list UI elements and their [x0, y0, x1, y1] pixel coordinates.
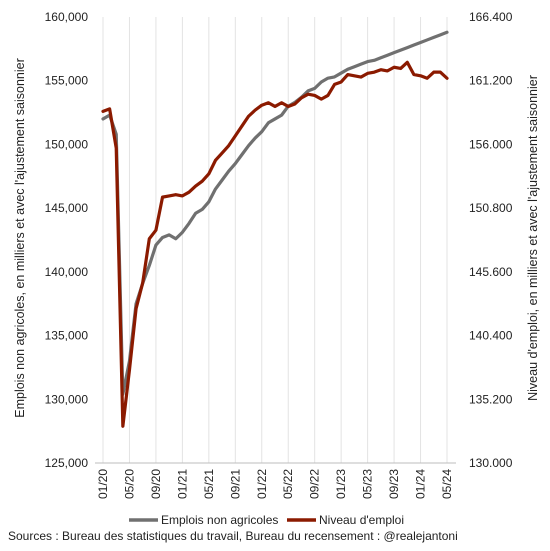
x-axis-ticks: 01/20 05/20 09/20 01/21 05/21 09/21 01/22 05/22… [96, 469, 454, 499]
x-tick-label: 05/22 [281, 469, 295, 499]
right-y-tick-label: 161.200 [469, 74, 513, 88]
left-y-axis-ticks: 125,000 130,000 135,000 140,000 145,000 150,0… [45, 10, 89, 470]
right-y-tick-label: 140.400 [469, 329, 513, 343]
right-y-tick-label: 150.800 [469, 201, 513, 215]
x-tick-label: 01/24 [414, 469, 428, 499]
right-y-tick-label: 135.200 [469, 392, 513, 406]
x-tick-label: 05/24 [440, 469, 454, 499]
legend: Emplois non agricoles Niveau d'emploi [129, 513, 404, 527]
right-axis-title: Niveau d'emploi, en milliers et avec l'a… [526, 75, 540, 401]
right-y-axis-ticks: 130.000 135.200 140.400 145.600 150.800 156.0… [469, 10, 513, 470]
x-tick-label: 09/23 [387, 469, 401, 499]
legend-label-emplois: Emplois non agricoles [161, 513, 278, 527]
series-line-emplois [101, 30, 449, 396]
x-tick-label: 05/23 [361, 469, 375, 499]
right-y-tick-label: 130.000 [469, 456, 513, 470]
x-tick-label: 09/21 [228, 469, 242, 499]
x-tick-label: 09/22 [308, 469, 322, 499]
left-y-tick-label: 135,000 [45, 329, 89, 343]
x-tick-label: 01/23 [334, 469, 348, 499]
x-tick-label: 01/21 [175, 469, 189, 499]
vertical-gridlines [102, 17, 448, 463]
left-y-tick-label: 155,000 [45, 74, 89, 88]
left-y-tick-label: 130,000 [45, 392, 89, 406]
legend-label-niveau: Niveau d'emploi [319, 513, 404, 527]
left-y-tick-label: 140,000 [45, 265, 89, 279]
left-y-tick-label: 125,000 [45, 456, 89, 470]
source-caption: Sources : Bureau des statistiques du tra… [8, 529, 458, 543]
right-y-tick-label: 166.400 [469, 10, 513, 24]
right-y-tick-label: 145.600 [469, 265, 513, 279]
right-y-tick-label: 156.000 [469, 137, 513, 151]
x-tick-label: 09/20 [149, 469, 163, 499]
left-y-tick-label: 150,000 [45, 137, 89, 151]
x-tick-label: 05/21 [202, 469, 216, 499]
left-y-tick-label: 145,000 [45, 201, 89, 215]
x-tick-label: 01/22 [255, 469, 269, 499]
x-tick-label: 01/20 [96, 469, 110, 499]
x-tick-label: 05/20 [122, 469, 136, 499]
left-y-tick-label: 160,000 [45, 10, 89, 24]
series-line-niveau [101, 60, 449, 428]
series-lines [101, 30, 449, 428]
left-axis-title: Emplois non agricoles, en milliers et av… [13, 58, 27, 418]
